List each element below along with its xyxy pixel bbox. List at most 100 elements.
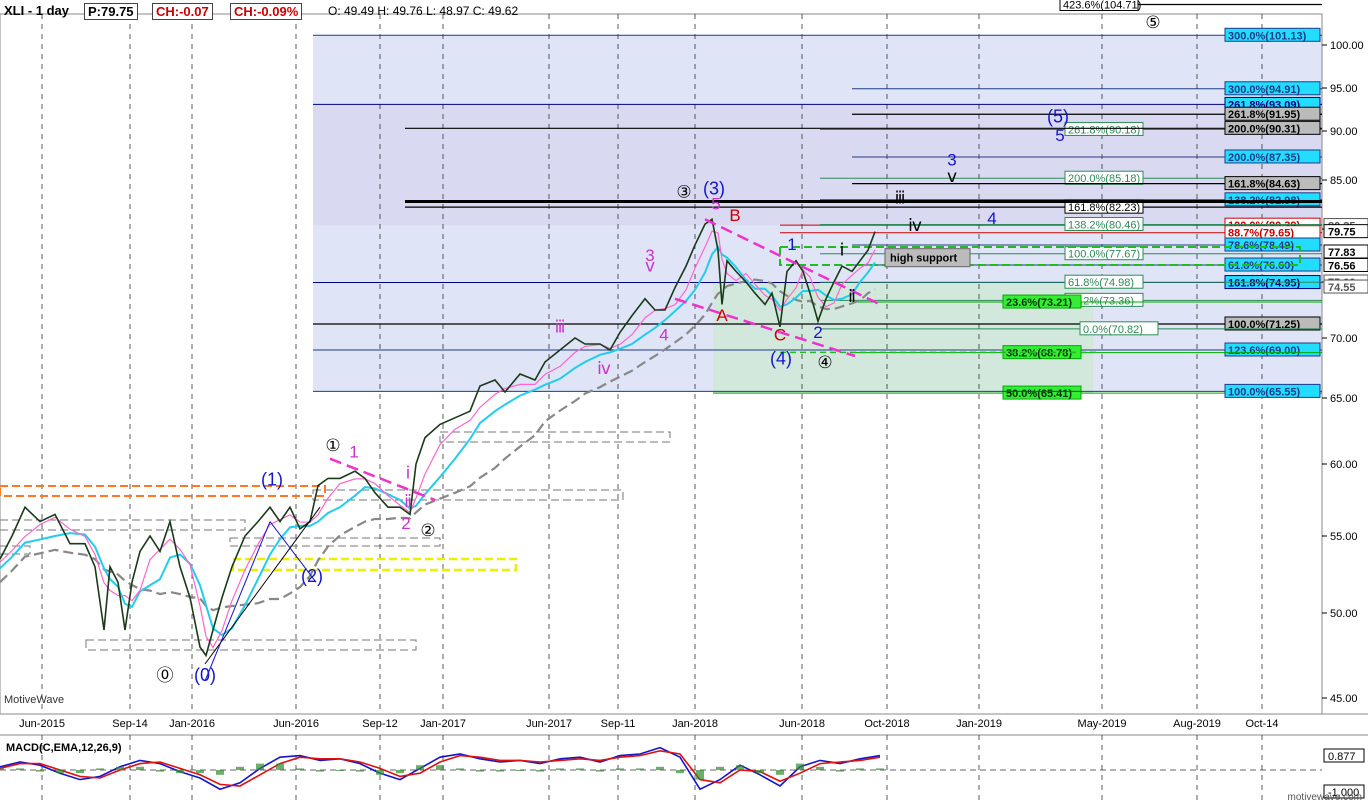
trend-line xyxy=(269,521,317,583)
fib-label-box xyxy=(1224,81,1321,96)
wave-label: ⑤ xyxy=(1145,13,1160,32)
fib-label-box xyxy=(1224,27,1321,42)
macd-histogram-bar xyxy=(56,770,64,774)
fib-label: 78.6%(78.49) xyxy=(1228,240,1294,252)
fib-label: 123.6%(69.00) xyxy=(1228,345,1300,357)
macd-histogram-bar xyxy=(456,768,464,770)
fib-label: 161.8%(74.95) xyxy=(1228,278,1300,290)
fib-label: 50.0%(65.41) xyxy=(1006,388,1072,400)
wave-label: (5) xyxy=(1047,106,1069,126)
change-box: CH:-0.07 xyxy=(152,3,213,20)
x-tick-label: Jan-2016 xyxy=(169,718,215,730)
macd-histogram-bar xyxy=(836,770,844,772)
fib-label-box xyxy=(1079,321,1159,336)
macd-histogram-bar xyxy=(336,770,344,771)
wave-label: (0) xyxy=(194,665,216,685)
fib-label: 423.6%(104.71) xyxy=(1063,0,1141,11)
fib-label-box xyxy=(1224,176,1321,191)
wave-label: (4) xyxy=(770,348,792,368)
watermark-right: motivewave.com xyxy=(1287,792,1362,803)
macd-tick-box xyxy=(1323,748,1365,763)
fib-label: 38.2%(73.36) xyxy=(1068,295,1134,307)
annotation-box xyxy=(884,248,971,268)
projection-zone-inner xyxy=(313,104,1322,226)
x-tick-label: Jun-2016 xyxy=(273,718,319,730)
ma-mid-line xyxy=(0,245,876,637)
macd-tick-label: 0.877 xyxy=(1328,751,1356,763)
fib-label: 161.8%(82.23) xyxy=(1068,202,1140,214)
y-tick-label: 45.00 xyxy=(1330,693,1358,705)
macd-histogram-bar xyxy=(716,766,724,770)
macd-histogram-bar xyxy=(356,770,364,772)
fib-label: 138.2%(80.46) xyxy=(1068,219,1140,231)
macd-histogram-bar xyxy=(376,770,384,775)
wave-label: 2 xyxy=(813,323,822,342)
macd-title: MACD(C,EMA,12,26,9) xyxy=(6,742,122,754)
x-tick-label: Sep-14 xyxy=(112,718,147,730)
x-tick-label: Jan-2017 xyxy=(420,718,466,730)
fib-label: 38.2%(68.78) xyxy=(1006,348,1072,360)
wave-label: 3 xyxy=(645,246,654,265)
wave-label: ② xyxy=(420,521,435,540)
fib-label: 88.7%(79.65) xyxy=(1228,228,1294,240)
macd-histogram-bar xyxy=(416,765,424,770)
macd-tick-label: -1.000 xyxy=(1328,787,1359,799)
wave-label: 3 xyxy=(947,150,956,169)
wave-label: ⅲ xyxy=(555,317,566,336)
fib-label: 200.0%(90.31) xyxy=(1228,123,1300,135)
fib-label: 261.8%(91.95) xyxy=(1228,109,1300,121)
macd-histogram-bar xyxy=(36,770,44,772)
wave-label: ⅳ xyxy=(908,216,922,235)
macd-histogram-bar xyxy=(636,768,644,770)
macd-histogram-bar xyxy=(16,768,24,770)
y-tick-label: 100.00 xyxy=(1330,40,1364,52)
wave-label: 5 xyxy=(711,194,720,213)
trend-line xyxy=(204,506,321,665)
fib-label: 100.0%(77.67) xyxy=(1068,249,1140,261)
wave-label: ⅴ xyxy=(645,256,655,275)
fib-label: 61.8%(74.98) xyxy=(1068,277,1134,289)
macd-histogram-bar xyxy=(256,763,264,770)
fib-label-box xyxy=(1064,274,1144,289)
dashed-range-box xyxy=(312,489,624,501)
wave-label: ⅲ xyxy=(895,189,906,208)
wave-label: ⅱ xyxy=(848,287,856,306)
wave-label: ⓪ xyxy=(157,666,174,685)
channel-line xyxy=(329,457,436,502)
macd-histogram-bar xyxy=(576,768,584,770)
dashed-range-box xyxy=(85,639,417,651)
macd-tick-box xyxy=(1323,784,1365,799)
price-marker-label: 79.75 xyxy=(1328,227,1356,239)
macd-histogram-bar xyxy=(316,770,324,772)
price-marker-box xyxy=(1323,279,1368,294)
macd-histogram-bar xyxy=(556,768,564,770)
x-tick-label: Jun-2015 xyxy=(19,718,65,730)
ma-short-line xyxy=(0,230,876,649)
wave-label: 5 xyxy=(1055,126,1064,145)
channel-line xyxy=(704,218,881,306)
macd-histogram-bar xyxy=(216,770,224,775)
price-marker-label: 76.56 xyxy=(1328,260,1356,272)
fib-label-box xyxy=(1224,316,1321,331)
wave-label: A xyxy=(716,306,728,325)
macd-histogram-bar xyxy=(476,770,484,772)
price-marker-box xyxy=(1323,224,1368,239)
macd-histogram-bar xyxy=(276,763,284,770)
wave-label: B xyxy=(729,206,740,225)
macd-histogram-bar xyxy=(396,770,404,774)
signal-line xyxy=(0,749,881,787)
dashed-range-box xyxy=(0,519,246,531)
ohlc-readout: O: 49.49 H: 49.76 L: 48.97 C: 49.62 xyxy=(328,4,519,18)
wave-label: 4 xyxy=(987,209,996,228)
wave-label: 4 xyxy=(659,325,668,344)
fib-label-box xyxy=(1059,0,1139,11)
macd-histogram-bar xyxy=(156,770,164,772)
macd-histogram-bar xyxy=(496,770,504,772)
macd-line xyxy=(0,746,881,791)
macd-histogram-bar xyxy=(196,770,204,774)
macd-histogram-bar xyxy=(616,768,624,770)
x-tick-label: Jan-2018 xyxy=(672,718,718,730)
price-line xyxy=(0,217,876,658)
fib-label: 200.0%(87.35) xyxy=(1228,152,1300,164)
